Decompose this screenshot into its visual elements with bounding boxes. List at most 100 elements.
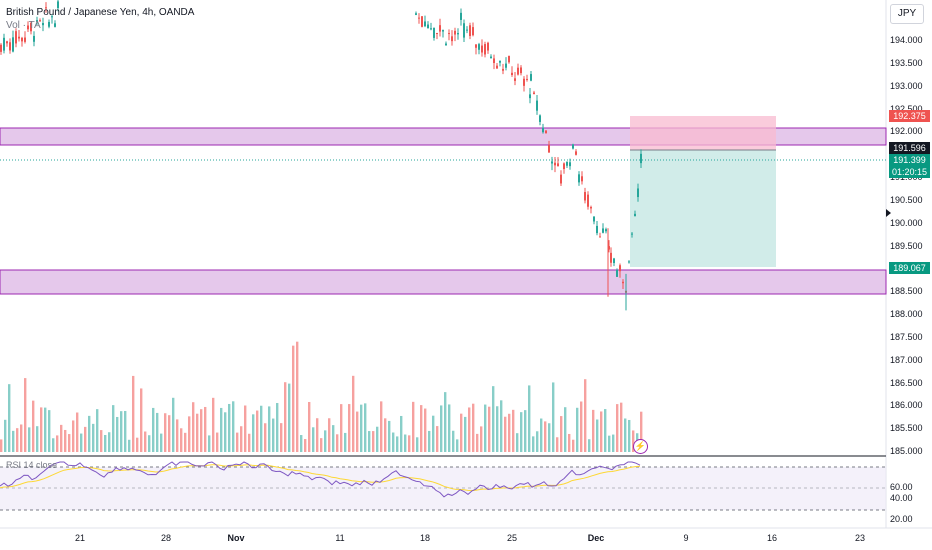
- volume-bar-38: [152, 407, 155, 452]
- candle-body-14: [42, 22, 44, 26]
- volume-bar-140: [560, 416, 563, 452]
- volume-bar-52: [208, 435, 211, 452]
- volume-bar-142: [568, 433, 571, 452]
- volume-bar-95: [380, 401, 383, 452]
- volume-bar-100: [400, 415, 403, 452]
- volume-bar-1: [4, 419, 7, 452]
- volume-bar-99: [396, 436, 399, 452]
- volume-bar-58: [232, 401, 235, 452]
- volume-bar-53: [212, 397, 215, 452]
- volume-bar-113: [452, 430, 455, 452]
- volume-bar-25: [100, 430, 103, 452]
- volume-bar-83: [332, 425, 335, 452]
- volume-bar-105: [420, 405, 423, 452]
- candle-body-66: [551, 161, 553, 164]
- candle-body-3: [9, 42, 11, 51]
- price-tick-label: 193.500: [890, 58, 923, 68]
- candle-countdown: 01:20:15: [891, 167, 928, 177]
- volume-bar-127: [508, 413, 511, 452]
- candle-body-25: [430, 28, 432, 30]
- volume-bar-135: [540, 418, 543, 452]
- stop-loss-area: [630, 116, 776, 150]
- arrow-right-icon[interactable]: [886, 209, 891, 217]
- volume-bar-137: [548, 423, 551, 452]
- volume-bar-111: [444, 392, 447, 452]
- price-tick-label: 187.500: [890, 332, 923, 342]
- volume-bar-72: [288, 383, 291, 452]
- volume-bar-34: [136, 437, 139, 452]
- volume-bar-67: [268, 406, 271, 452]
- volume-bar-27: [108, 432, 111, 452]
- volume-bar-71: [284, 382, 287, 452]
- volume-bar-133: [532, 436, 535, 452]
- volume-bar-108: [432, 415, 435, 452]
- candle-body-45: [490, 56, 492, 59]
- candle-body-57: [526, 78, 528, 80]
- volume-bar-119: [476, 433, 479, 452]
- volume-bar-138: [552, 382, 555, 452]
- volume-bar-51: [204, 406, 207, 452]
- price-tick-label: 193.000: [890, 81, 923, 91]
- candle-body-10: [30, 23, 32, 32]
- candle-body-81: [596, 225, 598, 234]
- volume-bar-3: [12, 430, 15, 452]
- candle-body-82: [599, 236, 601, 238]
- volume-bar-17: [68, 434, 71, 452]
- volume-bar-114: [456, 439, 459, 452]
- volume-bar-42: [168, 415, 171, 452]
- volume-legend: Vol · TA: [6, 20, 41, 31]
- volume-bar-49: [196, 413, 199, 452]
- volume-bar-33: [132, 375, 135, 452]
- volume-bar-45: [180, 428, 183, 452]
- candle-body-2: [6, 41, 8, 44]
- volume-bar-132: [528, 385, 531, 452]
- time-tick-label: 16: [766, 533, 778, 543]
- volume-bar-89: [356, 411, 359, 452]
- volume-bar-74: [296, 341, 299, 452]
- volume-bar-16: [64, 429, 67, 452]
- price-tick-label: 186.500: [890, 378, 923, 388]
- price-tick-label: 187.000: [890, 355, 923, 365]
- lightning-icon[interactable]: ⚡: [633, 439, 648, 454]
- price-tick-label: 188.500: [890, 286, 923, 296]
- volume-bar-36: [144, 431, 147, 452]
- volume-bar-124: [496, 406, 499, 452]
- time-tick-label: 18: [419, 533, 431, 543]
- chart-legend: British Pound / Japanese Yen, 4h, OANDA …: [6, 6, 194, 32]
- volume-bar-112: [448, 404, 451, 452]
- volume-bar-22: [88, 415, 91, 452]
- candle-body-15: [45, 7, 47, 9]
- candle-body-19: [57, 1, 59, 9]
- volume-bar-30: [120, 411, 123, 452]
- volume-bar-73: [292, 345, 295, 452]
- candle-body-80: [593, 216, 595, 222]
- candle-body-42: [481, 45, 483, 53]
- volume-bar-126: [504, 416, 507, 452]
- currency-button[interactable]: JPY: [890, 4, 924, 24]
- candle-body-31: [448, 33, 450, 35]
- volume-bar-70: [280, 423, 283, 452]
- volume-bar-26: [104, 435, 107, 452]
- current-price-tag: 191.399 01:20:15: [889, 154, 930, 178]
- candle-body-69: [560, 174, 562, 184]
- volume-bar-91: [364, 403, 367, 452]
- candle-body-60: [533, 92, 535, 95]
- candle-body-16: [48, 21, 50, 27]
- rsi-tick-label: 20.00: [890, 514, 913, 524]
- price-tick-label: 190.500: [890, 195, 923, 205]
- volume-bar-5: [20, 424, 23, 452]
- candle-body-13: [39, 20, 41, 22]
- candle-body-68: [557, 163, 559, 167]
- volume-bar-31: [124, 410, 127, 452]
- candle-body-29: [442, 30, 444, 32]
- volume-bar-64: [256, 410, 259, 452]
- time-tick-label: Nov: [227, 533, 245, 543]
- candle-body-6: [18, 36, 20, 39]
- candle-body-64: [545, 130, 547, 134]
- symbol-title: British Pound / Japanese Yen, 4h, OANDA: [6, 7, 195, 18]
- time-tick-label: 21: [74, 533, 86, 543]
- volume-bar-60: [240, 426, 243, 452]
- candle-body-94: [634, 213, 636, 216]
- volume-bar-78: [312, 427, 315, 452]
